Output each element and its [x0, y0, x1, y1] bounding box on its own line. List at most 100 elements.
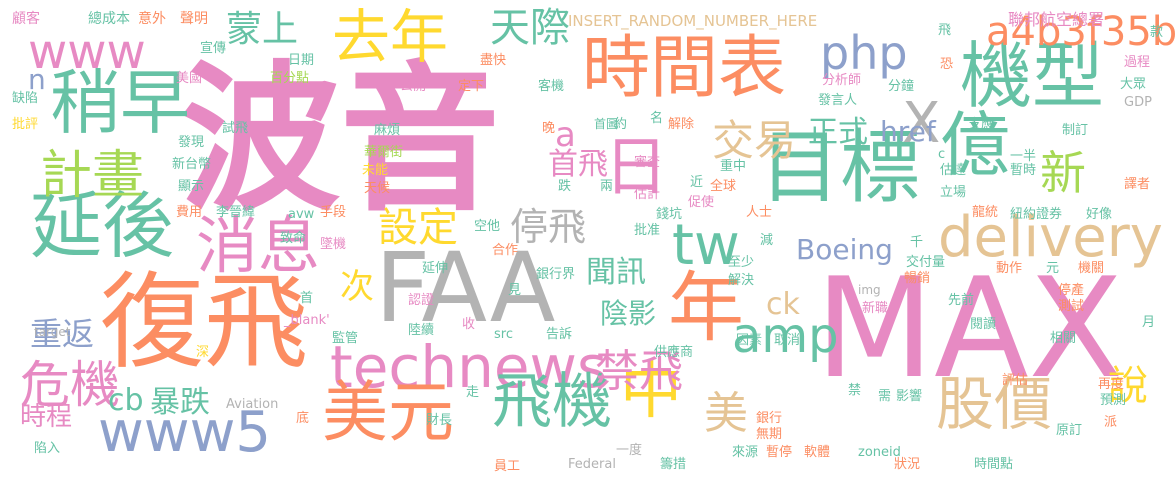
word-receive: 收 [462, 317, 476, 332]
word-fund: 款 [1150, 25, 1164, 40]
word-a: a [555, 115, 576, 155]
word-set: 設定 [378, 205, 458, 251]
word-formulate: 制訂 [1062, 123, 1089, 138]
word-www5: www5 [98, 400, 272, 465]
word-img: img [858, 283, 881, 297]
word-delay: 延後 [30, 184, 175, 268]
word-analyst: 分析師 [822, 73, 862, 88]
word-amp: amp [732, 308, 839, 364]
word-customer: 顧客 [12, 11, 40, 27]
word-stop-production: 停產 [1058, 283, 1085, 298]
word-last-year: 去年 [332, 3, 449, 71]
word-boeing-zh: 波音 [180, 46, 501, 233]
word-america: 美 [704, 388, 748, 439]
word-impact: 影響 [896, 389, 923, 404]
word-software: 暫停 [766, 445, 793, 460]
word-hash: a4b3f35b [986, 9, 1175, 55]
word-global: 全球 [710, 179, 737, 194]
word-vacancy: 空他 [474, 219, 501, 234]
word-fatal: 致命 [280, 231, 307, 246]
word-cb: cb [108, 383, 144, 418]
word-test: 測試 [1058, 299, 1085, 314]
word-means: 手段 [320, 205, 347, 220]
word-rank: 名 [650, 111, 664, 126]
word-day: 日 [604, 131, 668, 205]
word-percentage-point: 百分點 [270, 71, 310, 86]
word-month: 月 [1142, 315, 1156, 330]
word-n: n [28, 63, 46, 96]
word-money-pit: 錢坑 [656, 207, 683, 222]
word-fear: 恐 [940, 57, 954, 72]
word-seems: 好像 [1086, 207, 1113, 222]
word-delivery-volume: 交付量 [906, 255, 946, 270]
word-banking: 銀行界 [536, 267, 576, 282]
word-fly: 飛 [938, 23, 952, 38]
word-weather: 天候 [364, 181, 391, 196]
word-trade: 交易 [712, 116, 797, 165]
word-support: 支應 [968, 117, 995, 132]
word-president: 龍統 [972, 205, 999, 220]
word-raise-funds: Federal [568, 457, 616, 472]
word-factor: 因素 [736, 333, 763, 348]
word-cancel: 取消 [774, 333, 801, 348]
word-key: 重中 [720, 159, 747, 174]
word-bank: 銀行 [756, 411, 783, 426]
word-suspend: 來源 [732, 445, 759, 460]
word-cooperate: 合作 [492, 243, 519, 258]
word-failed: 未能 [362, 163, 389, 178]
word-year: 年 [668, 263, 744, 352]
word-approve: 批准 [634, 223, 661, 238]
word-translator: 譯者 [1124, 177, 1151, 192]
word-regulate: 監管 [332, 331, 359, 346]
word-temporarily: 暫時 [1010, 163, 1037, 178]
word-href: href [880, 115, 936, 148]
word-supplier: 供應商 [654, 345, 694, 360]
word-action: 動作 [996, 261, 1023, 276]
word-again: 再度 [1098, 377, 1125, 392]
word-defect: 缺陷 [12, 91, 39, 106]
word-wall-street: 華爾街 [364, 145, 404, 160]
word-cast-over: 蒙上 [226, 9, 299, 50]
word-c: c [938, 147, 946, 162]
word-spokesperson: 發言人 [818, 93, 858, 108]
word-fall: 跌 [558, 179, 572, 194]
word-statement: 聲明 [180, 11, 208, 27]
word-stock-price: 股價 [936, 370, 1053, 438]
word-trouble: 麻煩 [374, 123, 401, 138]
word-evaluate: 評估 [1002, 373, 1029, 388]
word-official: 正式 [808, 115, 868, 150]
word-total-cost: 總成本 [88, 11, 130, 27]
word-criticism: 批評 [12, 117, 39, 132]
word-shadow: 陰影 [600, 297, 657, 330]
word-deep: 深 [196, 345, 210, 360]
word-times: 次 [340, 267, 374, 307]
word-administration: 時間點 [974, 457, 1014, 472]
word-crisis: 危機 [20, 356, 120, 414]
word-first-flight: 首飛 [548, 147, 608, 182]
word-blank: _blank' [284, 313, 330, 328]
word-insider: 人士 [746, 205, 773, 220]
word-forbid: 禁 [848, 383, 862, 398]
word-about: 約 [614, 117, 628, 132]
word-php: php [820, 26, 908, 80]
word-extend: 延伸 [422, 261, 449, 276]
word-crash: 墜機 [320, 237, 347, 252]
word-header-image: 首圖 [594, 117, 619, 131]
word-ck: ck [766, 287, 800, 322]
word-solve: 解決 [728, 273, 755, 288]
word-successive: 陸續 [408, 323, 435, 338]
word-gdp: GDP [1124, 95, 1152, 110]
word-bestseller: 暢銷 [904, 271, 931, 286]
word-process: 過程 [1124, 55, 1151, 70]
word-public: 公開 [400, 79, 427, 94]
word-faa: FAA [375, 232, 556, 344]
word-tell: 告訴 [546, 327, 573, 342]
word-read: 閱讀 [970, 317, 997, 332]
word-asap: 盡快 [480, 53, 507, 68]
word-avw: avw [288, 207, 315, 222]
word-boeing-en: Boeing [796, 233, 893, 266]
word-middle: 中 [620, 354, 683, 427]
word-ntd: 新台幣 [172, 157, 212, 172]
word-aviation: Aviation [226, 397, 279, 412]
word-plan: 計畫 [40, 146, 145, 206]
